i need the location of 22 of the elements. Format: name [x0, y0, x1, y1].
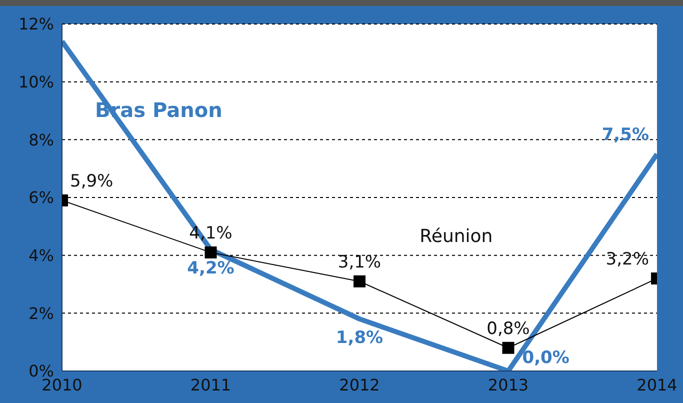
text: Réunion	[420, 226, 493, 247]
data-label: 7,5%	[602, 125, 649, 146]
y-tick-label: 10%	[18, 72, 54, 92]
y-tick-label: 12%	[18, 14, 54, 34]
data-label: 5,9%	[70, 171, 114, 192]
point	[204, 246, 217, 258]
data-label: 3,2%	[606, 249, 649, 270]
x-tick-label: 2014	[636, 375, 678, 394]
data-label: 3,1%	[338, 252, 382, 272]
y-tick-label: 2%	[28, 304, 54, 323]
y-tick-label: 8%	[28, 130, 54, 150]
data-label: 0,8%	[486, 318, 530, 339]
x-tick-label: 2011	[190, 375, 232, 394]
y-tick-label: 6%	[28, 188, 54, 208]
point	[502, 342, 514, 354]
point	[354, 275, 366, 288]
x-tick-label: 2012	[339, 375, 380, 394]
data-label: 0,0%	[522, 348, 570, 368]
x-tick-label: 2013	[488, 375, 529, 394]
y-tick-label: 4%	[28, 246, 54, 266]
data-label: 1,8%	[336, 328, 384, 348]
data-label: 4,2%	[187, 258, 234, 279]
